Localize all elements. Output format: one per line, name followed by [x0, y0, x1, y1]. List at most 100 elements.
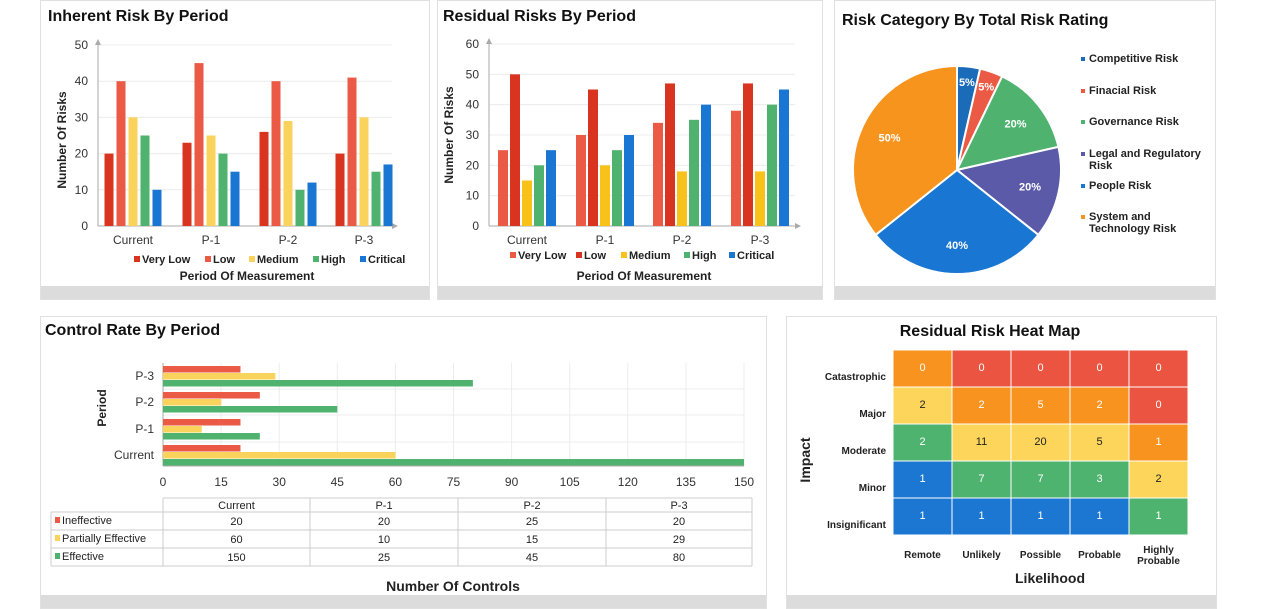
legend-swatch [576, 252, 582, 258]
x-tick-label: Current [113, 233, 154, 247]
legend-label: Low [584, 250, 606, 262]
x-tick-label: 45 [331, 475, 345, 489]
panel-footer [41, 286, 429, 299]
heatmap-row-label: Insignificant [827, 520, 887, 531]
bar-effective [163, 459, 744, 466]
bar-ineffective [163, 392, 260, 399]
table-cell: 80 [673, 552, 685, 564]
heatmap-cell [951, 497, 1012, 536]
y-tick-label: 0 [472, 219, 479, 233]
category-chart-title: Risk Category By Total Risk Rating [842, 12, 1108, 29]
heatmap-cell [1069, 460, 1130, 499]
heatmap-cell-value: 5 [1096, 436, 1102, 448]
heatmap-cell-value: 1 [978, 510, 984, 522]
legend-label: Finacial Risk [1089, 85, 1157, 97]
heatmap-cell-value: 1 [1155, 436, 1161, 448]
bar-medium [283, 121, 293, 226]
x-tick-label: P-2 [673, 233, 692, 247]
x-tick-label: 30 [273, 475, 287, 489]
x-tick-label: P-1 [596, 233, 615, 247]
legend-swatch [313, 256, 319, 262]
heatmap-cell [1010, 386, 1071, 425]
x-axis-arrow [392, 223, 398, 229]
heatmap-cell [892, 423, 953, 462]
y-tick-label: 10 [75, 183, 89, 197]
table-cell: 20 [673, 516, 685, 528]
residual-y-axis-title: Number Of Risks [442, 86, 456, 184]
table-cell: 20 [230, 516, 242, 528]
heatmap-cell [1128, 349, 1189, 388]
legend-swatch [1081, 89, 1085, 93]
table-cell: 150 [227, 552, 245, 564]
legend-swatch [55, 535, 60, 541]
heatmap-cell-value: 5 [1037, 399, 1043, 411]
y-tick-label: 10 [466, 189, 480, 203]
x-tick-label: 75 [447, 475, 461, 489]
bar-critical [383, 164, 393, 226]
y-tick-label: 0 [81, 219, 88, 233]
bar-low [347, 77, 357, 226]
legend-swatch [1081, 215, 1085, 219]
pie-data-label: 20% [1005, 118, 1027, 130]
table-cell: 20 [378, 516, 390, 528]
legend-swatch [55, 517, 60, 523]
y-tick-label: 30 [75, 110, 89, 124]
legend-label: System and Technology Risk [1089, 211, 1177, 235]
heatmap-cell-value: 2 [919, 399, 925, 411]
x-tick-label: P-2 [279, 233, 298, 247]
y-tick-label: Current [114, 448, 155, 462]
x-tick-label: 15 [214, 475, 228, 489]
heatmap-cell [951, 386, 1012, 425]
y-axis-arrow [486, 38, 492, 44]
panel-footer [438, 286, 822, 299]
heatmap-cell [951, 460, 1012, 499]
bar-low [271, 81, 281, 226]
heatmap-cell [892, 349, 953, 388]
y-tick-label: 40 [466, 98, 480, 112]
heatmap-title: Residual Risk Heat Map [900, 323, 1081, 340]
heatmap-cell-value: 1 [1155, 510, 1161, 522]
heatmap-cell-value: 7 [978, 473, 984, 485]
pie-data-label: 20% [1019, 182, 1041, 194]
heatmap-cell [1128, 497, 1189, 536]
pie-slice [955, 74, 1060, 172]
x-tick-label: 60 [389, 475, 403, 489]
legend-swatch [1081, 120, 1085, 124]
table-header: P-1 [375, 500, 392, 512]
bar-critical [307, 182, 317, 226]
legend-swatch [1081, 184, 1085, 188]
x-tick-label: P-3 [751, 233, 770, 247]
y-axis-arrow [95, 39, 101, 45]
bar-partially-effective [163, 426, 202, 433]
legend-swatch [684, 252, 690, 258]
legend-swatch [729, 252, 735, 258]
heatmap-cell-value: 1 [1096, 510, 1102, 522]
bar-partially-effective [163, 399, 222, 406]
heatmap-cell-value: 0 [1155, 362, 1161, 374]
heatmap-cell [1010, 349, 1071, 388]
legend-swatch [1081, 57, 1085, 61]
bar-low [665, 83, 675, 226]
legend-label: Medium [629, 250, 671, 262]
bar-low [116, 81, 126, 226]
bar-high [140, 135, 150, 226]
table-cell: 10 [378, 534, 390, 546]
heatmap-cell [1069, 349, 1130, 388]
heatmap-cell-value: 0 [1037, 362, 1043, 374]
legend-swatch [249, 256, 255, 262]
heatmap-cell-value: 0 [919, 362, 925, 374]
bar-partially-effective [163, 452, 396, 459]
pie-slice [874, 168, 1040, 275]
bar-critical [624, 135, 634, 226]
bar-very-low [182, 142, 192, 226]
table-cell: 60 [230, 534, 242, 546]
bar-ineffective [163, 445, 241, 452]
control-chart-title: Control Rate By Period [45, 322, 220, 339]
heatmap-column-label: Remote [904, 550, 941, 561]
bar-critical [152, 189, 162, 226]
legend-label: People Risk [1089, 180, 1152, 192]
legend-label: High [692, 250, 717, 262]
heatmap-cell-value: 0 [1155, 399, 1161, 411]
panel-footer [835, 286, 1215, 299]
bar-critical [779, 89, 789, 226]
